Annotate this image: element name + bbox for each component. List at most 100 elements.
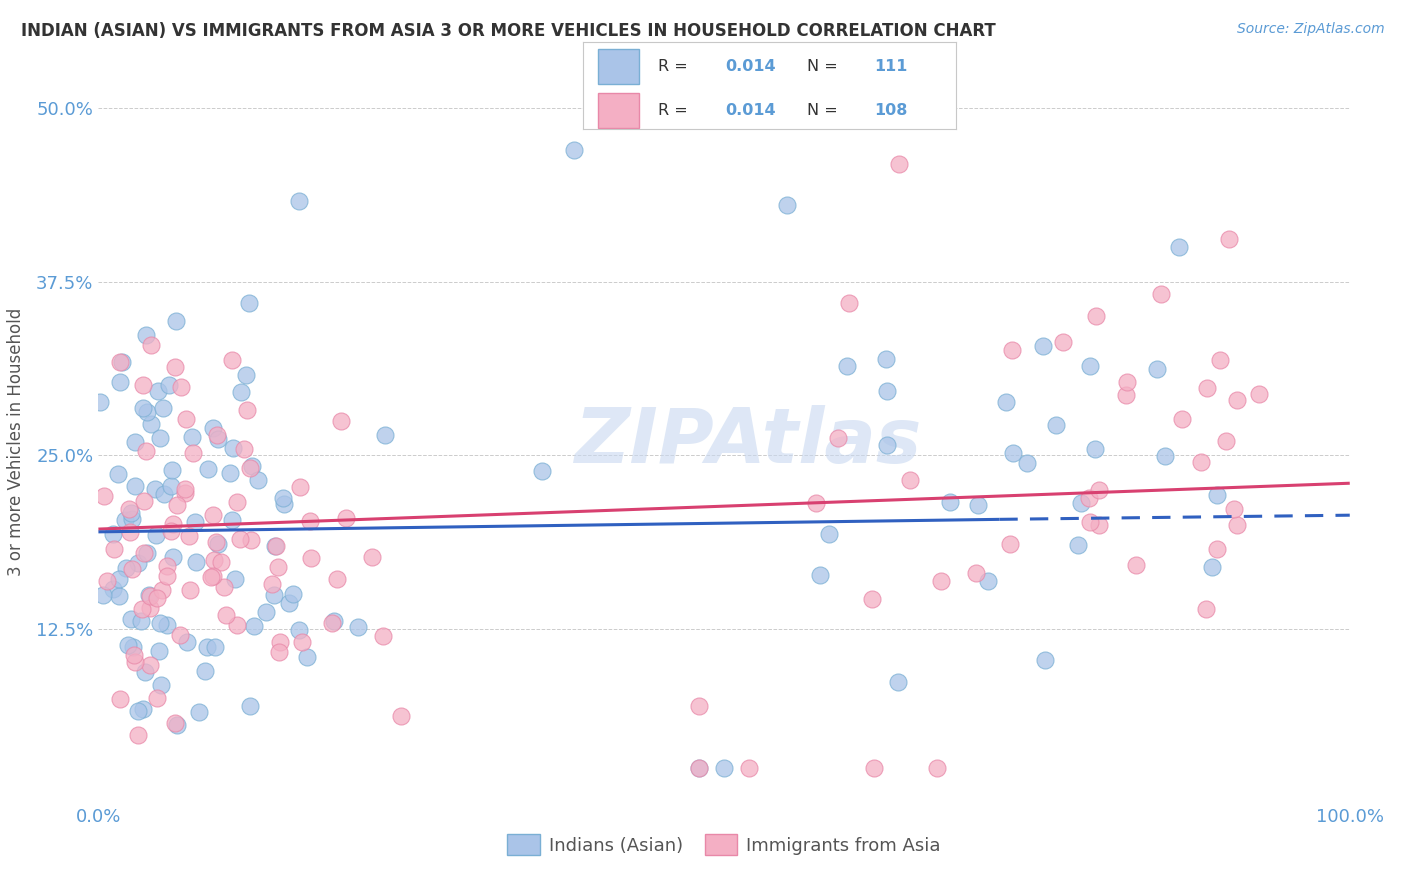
Point	[184, 515, 207, 529]
Point	[165, 314, 187, 328]
Point	[235, 368, 257, 382]
Point	[235, 403, 257, 417]
Point	[124, 479, 146, 493]
Point	[207, 432, 229, 446]
Bar	[599, 49, 640, 84]
Point	[827, 431, 849, 445]
Bar	[599, 93, 640, 128]
Point	[200, 569, 222, 583]
Point	[838, 295, 860, 310]
Point	[124, 648, 146, 662]
Point	[101, 526, 124, 541]
Point	[246, 474, 269, 488]
Point	[152, 401, 174, 415]
Point	[239, 698, 262, 713]
Point	[277, 596, 299, 610]
Point	[179, 528, 201, 542]
Point	[889, 156, 911, 170]
Text: INDIAN (ASIAN) VS IMMIGRANTS FROM ASIA 3 OR MORE VEHICLES IN HOUSEHOLD CORRELATI: INDIAN (ASIAN) VS IMMIGRANTS FROM ASIA 3…	[21, 22, 995, 40]
Point	[288, 623, 311, 637]
Point	[197, 462, 219, 476]
Point	[994, 395, 1017, 409]
Point	[374, 428, 396, 442]
Point	[204, 640, 226, 654]
Point	[138, 601, 160, 615]
Point	[326, 573, 349, 587]
Point	[101, 582, 124, 596]
Point	[886, 674, 908, 689]
Point	[108, 375, 131, 389]
Point	[169, 628, 191, 642]
Point	[108, 589, 131, 603]
Point	[267, 645, 290, 659]
Point	[806, 496, 828, 510]
Point	[1206, 541, 1229, 556]
Point	[120, 612, 142, 626]
Point	[202, 569, 225, 583]
Point	[114, 513, 136, 527]
Point	[967, 498, 990, 512]
Point	[562, 143, 585, 157]
Point	[239, 460, 262, 475]
Point	[1215, 434, 1237, 449]
Point	[260, 576, 283, 591]
Point	[269, 635, 291, 649]
Point	[114, 561, 136, 575]
Point	[160, 463, 183, 477]
Point	[1153, 450, 1175, 464]
Point	[156, 559, 179, 574]
Point	[322, 614, 344, 628]
Point	[174, 483, 197, 497]
Point	[135, 328, 157, 343]
Point	[107, 467, 129, 481]
Point	[713, 761, 735, 775]
Point	[135, 444, 157, 458]
Point	[122, 640, 145, 655]
Point	[273, 497, 295, 511]
Point	[1070, 496, 1092, 510]
Point	[288, 194, 311, 208]
Point	[876, 438, 898, 452]
Point	[1017, 457, 1039, 471]
Y-axis label: 3 or more Vehicles in Household: 3 or more Vehicles in Household	[7, 308, 25, 575]
Point	[876, 352, 898, 367]
Point	[202, 420, 225, 434]
Point	[330, 414, 353, 428]
Text: N =: N =	[807, 59, 844, 74]
Point	[808, 568, 831, 582]
Point	[170, 379, 193, 393]
Point	[163, 359, 186, 374]
Point	[1146, 362, 1168, 376]
Point	[221, 513, 243, 527]
Point	[121, 512, 143, 526]
Point	[1115, 375, 1137, 389]
Point	[108, 354, 131, 368]
Point	[776, 198, 799, 212]
Point	[132, 378, 155, 392]
Point	[1167, 239, 1189, 253]
Point	[127, 728, 149, 742]
Point	[166, 498, 188, 512]
Point	[139, 338, 162, 352]
Text: N =: N =	[807, 103, 844, 118]
Text: 108: 108	[875, 103, 907, 118]
Point	[1249, 386, 1271, 401]
Point	[929, 574, 952, 588]
Point	[1223, 502, 1246, 516]
Point	[688, 761, 710, 775]
Point	[939, 495, 962, 509]
Point	[156, 618, 179, 632]
Point	[229, 384, 252, 399]
Point	[136, 405, 159, 419]
Point	[207, 537, 229, 551]
Point	[96, 574, 118, 589]
Point	[1088, 517, 1111, 532]
Point	[157, 377, 180, 392]
Point	[860, 591, 883, 606]
Point	[1032, 339, 1054, 353]
Point	[149, 431, 172, 445]
Point	[688, 761, 710, 775]
Point	[162, 549, 184, 564]
Point	[127, 556, 149, 570]
Point	[688, 698, 710, 713]
